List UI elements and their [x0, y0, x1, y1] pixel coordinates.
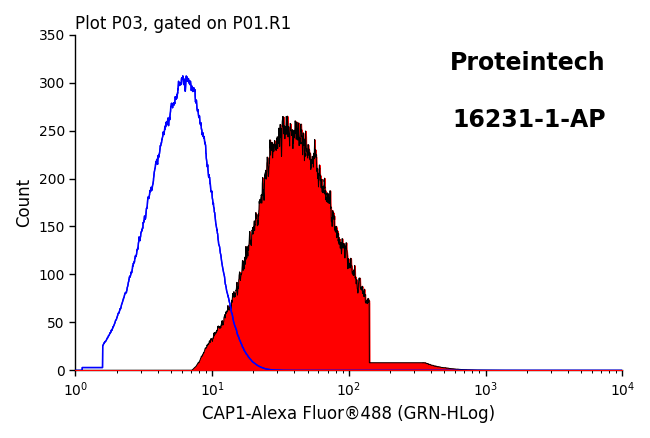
- Text: 16231-1-AP: 16231-1-AP: [452, 109, 606, 132]
- Text: Proteintech: Proteintech: [450, 51, 606, 75]
- Text: Plot P03, gated on P01.R1: Plot P03, gated on P01.R1: [75, 15, 292, 33]
- X-axis label: CAP1-Alexa Fluor®488 (GRN-HLog): CAP1-Alexa Fluor®488 (GRN-HLog): [202, 405, 495, 423]
- Y-axis label: Count: Count: [15, 178, 33, 227]
